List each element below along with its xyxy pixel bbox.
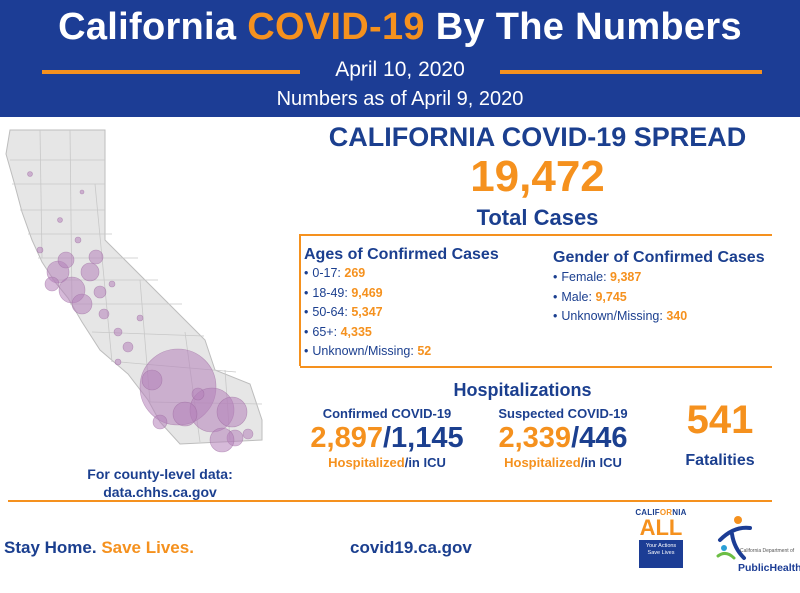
suspected-sublabel: Hospitalized/in ICU [504, 455, 622, 470]
page-title: California COVID-19 By The Numbers [58, 6, 742, 48]
list-item: • 18-49: 9,469 [304, 285, 383, 300]
gender-section-title: Gender of Confirmed Cases [553, 249, 765, 266]
logo-wordmark: CALIFORNIA [635, 508, 687, 517]
divider-top [300, 234, 772, 236]
logo-all-text: ALL [639, 515, 683, 540]
california-for-all-logo: CALIFORNIA ALL Your Actions Save Lives [630, 508, 692, 580]
list-item: • Male: 9,745 [553, 289, 627, 304]
list-item: • Female: 9,387 [553, 270, 642, 284]
divider-left [299, 234, 301, 366]
fatalities-label: Fatalities [685, 452, 755, 469]
title-rule-right [500, 70, 762, 74]
data-as-of: Numbers as of April 9, 2020 [276, 88, 524, 110]
logo-tagline-box: Your Actions Save Lives [639, 540, 683, 568]
county-data-note: For county-level data: data.chhs.ca.gov [60, 465, 260, 501]
divider-middle [300, 366, 772, 368]
county-note-line: For county-level data: [87, 466, 233, 482]
ages-section-title: Ages of Confirmed Cases [304, 246, 499, 263]
divider-bottom [8, 500, 772, 502]
list-item: • Unknown/Missing: 340 [553, 309, 688, 323]
report-date: April 10, 2020 [335, 58, 465, 81]
ages-list: • 0-17: 269 • 18-49: 9,469 • 50-64: 5,347 •… [304, 266, 431, 364]
footer-url-link[interactable]: covid19.ca.gov [350, 538, 472, 557]
confirmed-label: Confirmed COVID-19 [322, 406, 452, 421]
suspected-hospitalizations: Suspected COVID-19 2,339/446 Hospitalize… [478, 406, 648, 470]
suspected-label: Suspected COVID-19 [498, 406, 628, 421]
spread-title: CALIFORNIA COVID-19 SPREAD [328, 122, 747, 152]
confirmed-sublabel: Hospitalized/in ICU [328, 455, 446, 470]
title-rule-left [42, 70, 300, 74]
hospitalizations-title: Hospitalizations [453, 380, 592, 400]
california-county-map [5, 129, 263, 453]
cdph-name-text: PublicHealth [738, 562, 800, 574]
footer-slogan: Stay Home. Save Lives. [4, 538, 194, 557]
suspected-values: 2,339/446 [498, 422, 628, 454]
confirmed-values: 2,897/1,145 [310, 422, 464, 454]
confirmed-hospitalizations: Confirmed COVID-19 2,897/1,145 Hospitali… [302, 406, 472, 470]
total-cases-value: 19,472 [470, 152, 605, 201]
cdph-figure-icon [716, 516, 752, 560]
list-item: • Unknown/Missing: 52 [304, 344, 432, 358]
gender-list: • Female: 9,387 • Male: 9,745 • Unknown/Mis… [553, 270, 687, 329]
fatalities-value: 541 [686, 398, 754, 442]
list-item: • 50-64: 5,347 [304, 305, 383, 319]
county-data-link[interactable]: data.chhs.ca.gov [103, 484, 217, 500]
list-item: • 0-17: 269 [304, 266, 366, 280]
total-cases-label: Total Cases [476, 205, 599, 230]
list-item: • 65+: 4,335 [304, 324, 372, 339]
cdph-department-text: California Department of [740, 548, 795, 554]
cdph-logo: California Department of PublicHealth [712, 512, 800, 580]
header-banner: California COVID-19 By The Numbers April… [0, 0, 800, 117]
case-bubbles [27, 171, 254, 453]
